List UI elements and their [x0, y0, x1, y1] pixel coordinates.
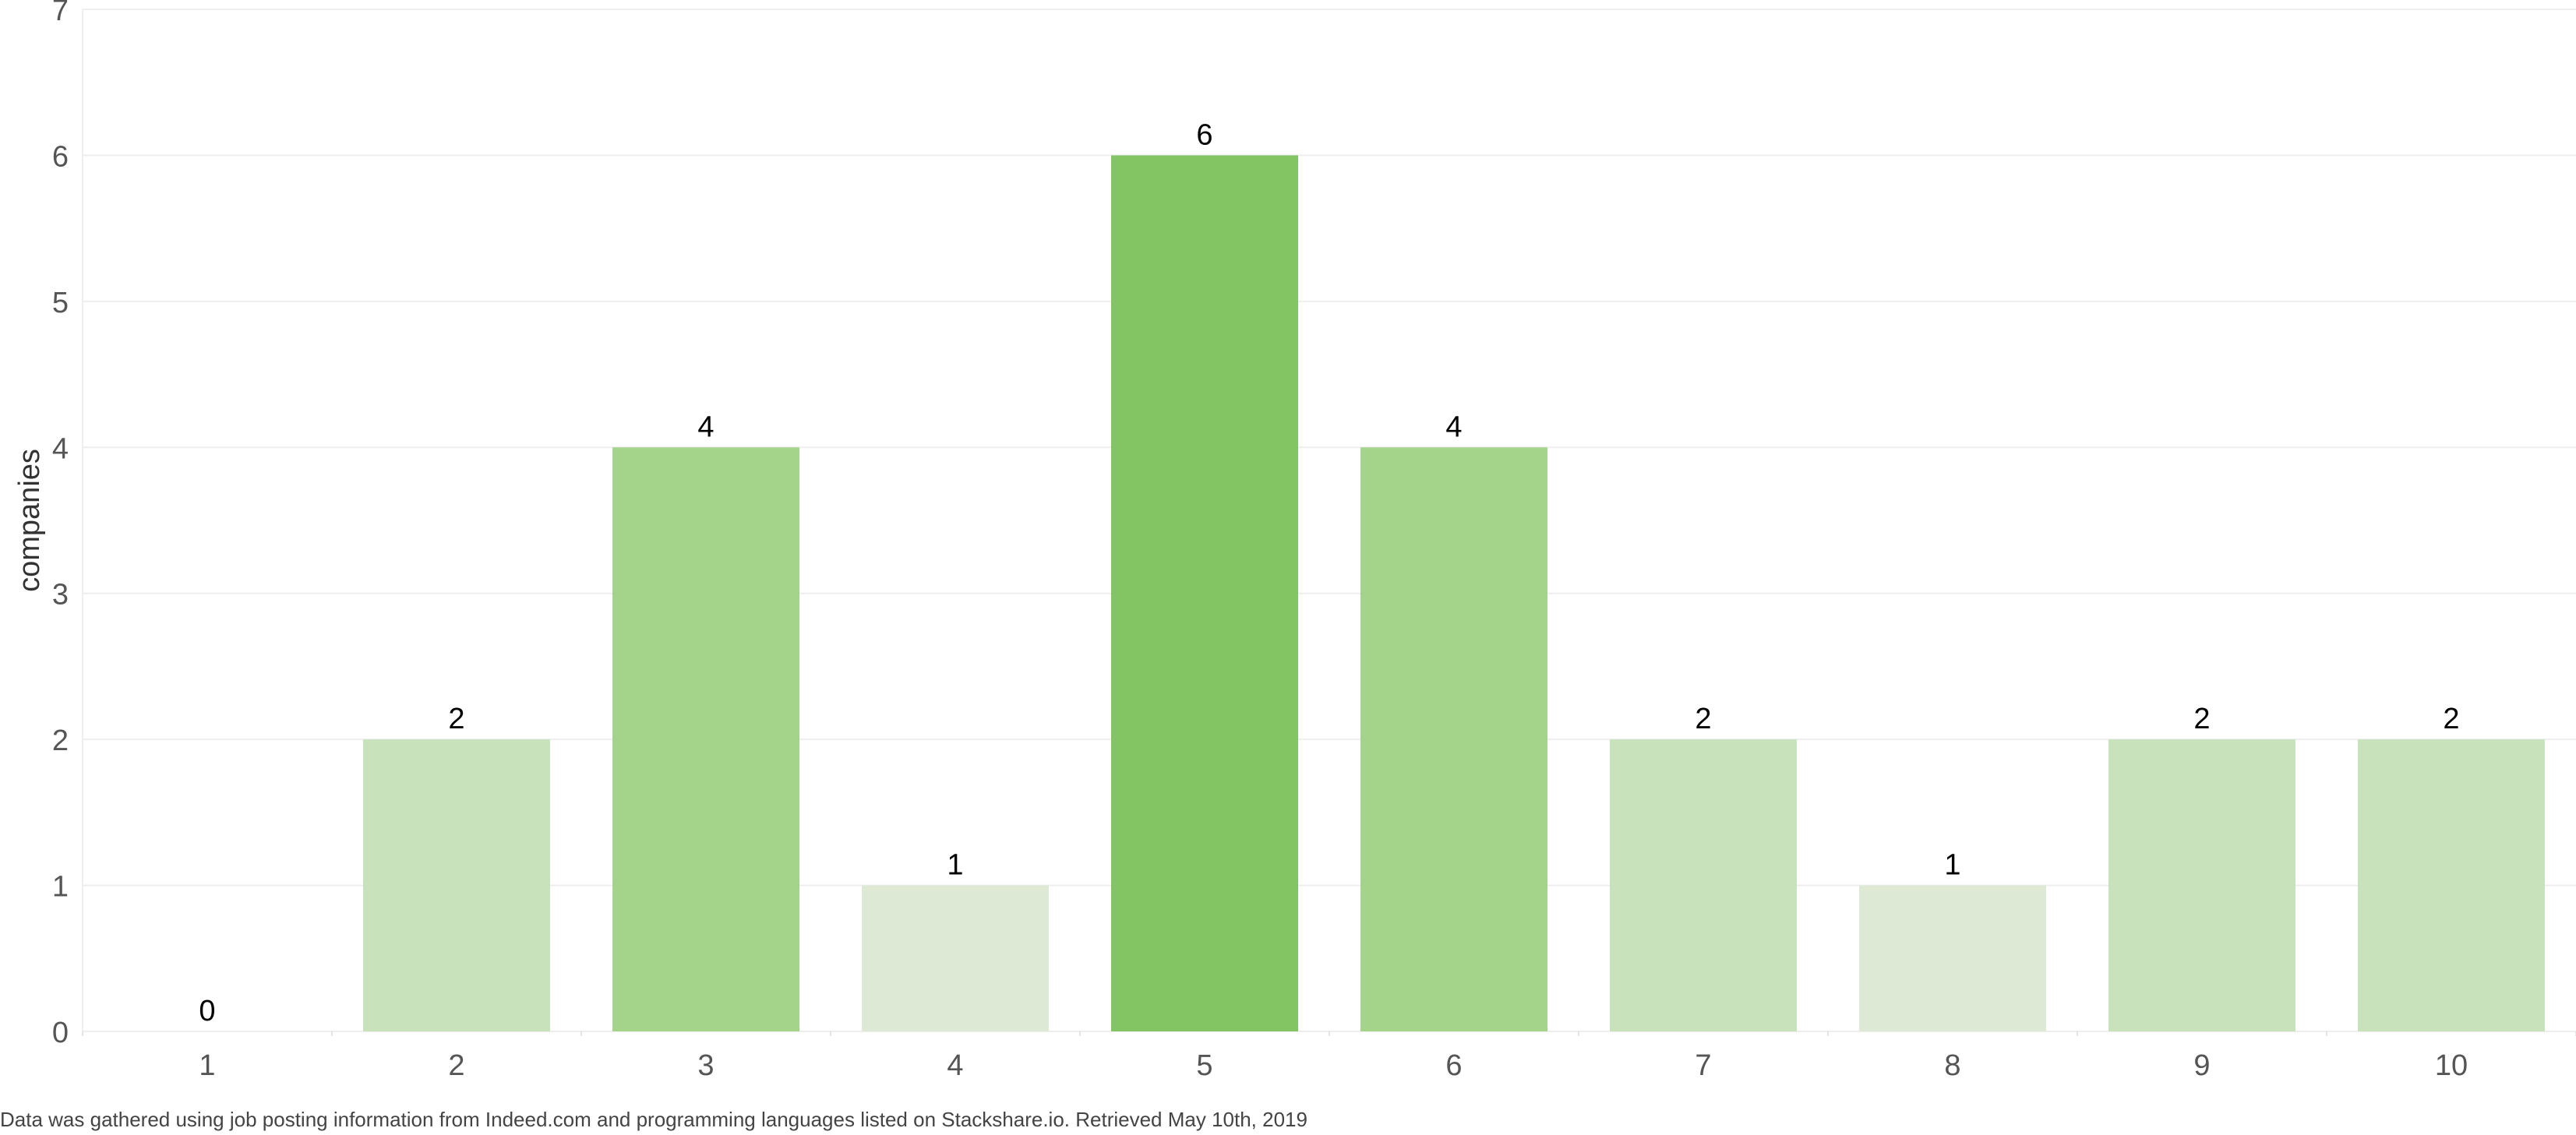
- y-tick-label: 4: [52, 432, 69, 465]
- x-tick-label: 2: [448, 1049, 464, 1082]
- y-tick-label: 6: [52, 140, 69, 173]
- x-tick-label: 7: [1695, 1049, 1711, 1082]
- bar-3: [612, 447, 799, 1031]
- x-tick-label: 3: [697, 1049, 714, 1082]
- y-axis-label: companies: [13, 449, 46, 592]
- bar-5: [1111, 155, 1298, 1031]
- x-tick-label: 1: [199, 1049, 215, 1082]
- x-tick-label: 5: [1196, 1049, 1212, 1082]
- y-tick-label: 5: [52, 287, 69, 319]
- x-tick-label: 10: [2435, 1049, 2468, 1082]
- bar-value-label: 2: [2443, 703, 2459, 735]
- chart-footnote: Data was gathered using job posting info…: [0, 1108, 1307, 1131]
- bar-2: [363, 739, 550, 1031]
- bar-6: [1360, 447, 1547, 1031]
- y-tick-label: 7: [52, 0, 69, 27]
- bar-value-label: 1: [947, 849, 963, 882]
- bar-10: [2358, 739, 2545, 1031]
- y-tick-label: 0: [52, 1017, 69, 1049]
- bar-value-label: 2: [2193, 703, 2210, 735]
- bar-value-label: 2: [1695, 703, 1711, 735]
- bar-8: [1859, 885, 2046, 1031]
- y-tick-label: 1: [52, 871, 69, 904]
- bar-value-label: 0: [199, 995, 215, 1027]
- x-tick-label: 8: [1944, 1049, 1960, 1082]
- x-tick-label: 4: [947, 1049, 963, 1082]
- x-tick-label: 6: [1445, 1049, 1462, 1082]
- bar-value-label: 4: [697, 411, 714, 443]
- bar-value-label: 6: [1196, 118, 1212, 151]
- bar-value-label: 1: [1944, 849, 1960, 882]
- bar-value-label: 2: [448, 703, 464, 735]
- bar-4: [862, 885, 1049, 1031]
- bar-value-label: 4: [1445, 411, 1462, 443]
- y-tick-label: 3: [52, 579, 69, 612]
- y-tick-label: 2: [52, 724, 69, 757]
- x-tick-label: 9: [2193, 1049, 2210, 1082]
- bar-7: [1610, 739, 1797, 1031]
- bar-9: [2108, 739, 2295, 1031]
